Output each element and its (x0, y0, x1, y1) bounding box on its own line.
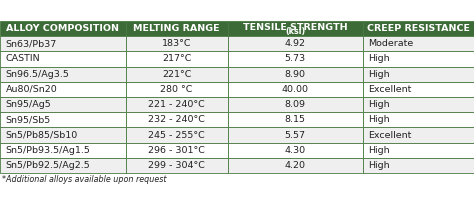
Bar (126, 36, 228, 51)
Bar (228, 21, 363, 36)
Bar (228, 112, 363, 127)
Text: 5.73: 5.73 (284, 55, 306, 63)
Bar (0, 97, 126, 112)
Bar (363, 112, 474, 127)
Text: CREEP RESISTANCE: CREEP RESISTANCE (367, 24, 470, 33)
Text: 221 - 240°C: 221 - 240°C (148, 100, 205, 109)
Text: High: High (368, 115, 390, 124)
Text: 4.92: 4.92 (284, 39, 306, 48)
Bar (0, 51, 126, 66)
Bar (126, 97, 228, 112)
Bar (0, 82, 126, 97)
Bar (363, 143, 474, 158)
Text: High: High (368, 146, 390, 155)
Bar (126, 82, 228, 97)
Text: Excellent: Excellent (368, 131, 412, 139)
Bar (126, 66, 228, 82)
Text: Moderate: Moderate (368, 39, 413, 48)
Bar (0, 127, 126, 143)
Bar (363, 127, 474, 143)
Bar (126, 51, 228, 66)
Text: Sn95/Ag5: Sn95/Ag5 (6, 100, 52, 109)
Bar (126, 158, 228, 173)
Text: 8.90: 8.90 (284, 70, 306, 79)
Text: Sn5/Pb85/Sb10: Sn5/Pb85/Sb10 (6, 131, 78, 139)
Bar (363, 36, 474, 51)
Bar (126, 112, 228, 127)
Bar (228, 97, 363, 112)
Bar (0, 143, 126, 158)
Text: 221°C: 221°C (162, 70, 191, 79)
Text: High: High (368, 55, 390, 63)
Text: 8.15: 8.15 (284, 115, 306, 124)
Text: 183°C: 183°C (162, 39, 191, 48)
Text: 4.20: 4.20 (284, 161, 306, 170)
Text: Sn5/Pb92.5/Ag2.5: Sn5/Pb92.5/Ag2.5 (6, 161, 91, 170)
Bar (363, 51, 474, 66)
Bar (363, 66, 474, 82)
Text: (ksi): (ksi) (285, 27, 305, 36)
Bar (228, 66, 363, 82)
Text: High: High (368, 100, 390, 109)
Bar (228, 51, 363, 66)
Text: 232 - 240°C: 232 - 240°C (148, 115, 205, 124)
Text: Excellent: Excellent (368, 85, 412, 94)
Bar (126, 143, 228, 158)
Text: *Additional alloys available upon request: *Additional alloys available upon reques… (2, 175, 167, 184)
Bar (363, 97, 474, 112)
Bar (0, 21, 126, 36)
Bar (363, 158, 474, 173)
Text: Au80/Sn20: Au80/Sn20 (6, 85, 57, 94)
Text: Sn5/Pb93.5/Ag1.5: Sn5/Pb93.5/Ag1.5 (6, 146, 91, 155)
Text: Sn96.5/Ag3.5: Sn96.5/Ag3.5 (6, 70, 70, 79)
Text: 4.30: 4.30 (284, 146, 306, 155)
Text: Sn63/Pb37: Sn63/Pb37 (6, 39, 57, 48)
Text: CASTIN: CASTIN (6, 55, 40, 63)
Bar (126, 127, 228, 143)
Text: MELTING RANGE: MELTING RANGE (133, 24, 220, 33)
Text: 5.57: 5.57 (284, 131, 306, 139)
Bar (126, 21, 228, 36)
Text: High: High (368, 161, 390, 170)
Bar (363, 82, 474, 97)
Text: 8.09: 8.09 (284, 100, 306, 109)
Bar (228, 36, 363, 51)
Text: Sn95/Sb5: Sn95/Sb5 (6, 115, 51, 124)
Bar (363, 21, 474, 36)
Bar (0, 158, 126, 173)
Text: 217°C: 217°C (162, 55, 191, 63)
Text: 296 - 301°C: 296 - 301°C (148, 146, 205, 155)
Text: High: High (368, 70, 390, 79)
Text: 245 - 255°C: 245 - 255°C (148, 131, 205, 139)
Text: 40.00: 40.00 (282, 85, 309, 94)
Bar (228, 158, 363, 173)
Bar (228, 82, 363, 97)
Text: 280 °C: 280 °C (160, 85, 193, 94)
Text: ALLOY COMPOSITION: ALLOY COMPOSITION (6, 24, 119, 33)
Text: TENSILE STRENGTH: TENSILE STRENGTH (243, 23, 347, 32)
Bar (228, 143, 363, 158)
Bar (0, 112, 126, 127)
Bar (0, 36, 126, 51)
Bar (228, 127, 363, 143)
Bar (0, 66, 126, 82)
Text: 299 - 304°C: 299 - 304°C (148, 161, 205, 170)
